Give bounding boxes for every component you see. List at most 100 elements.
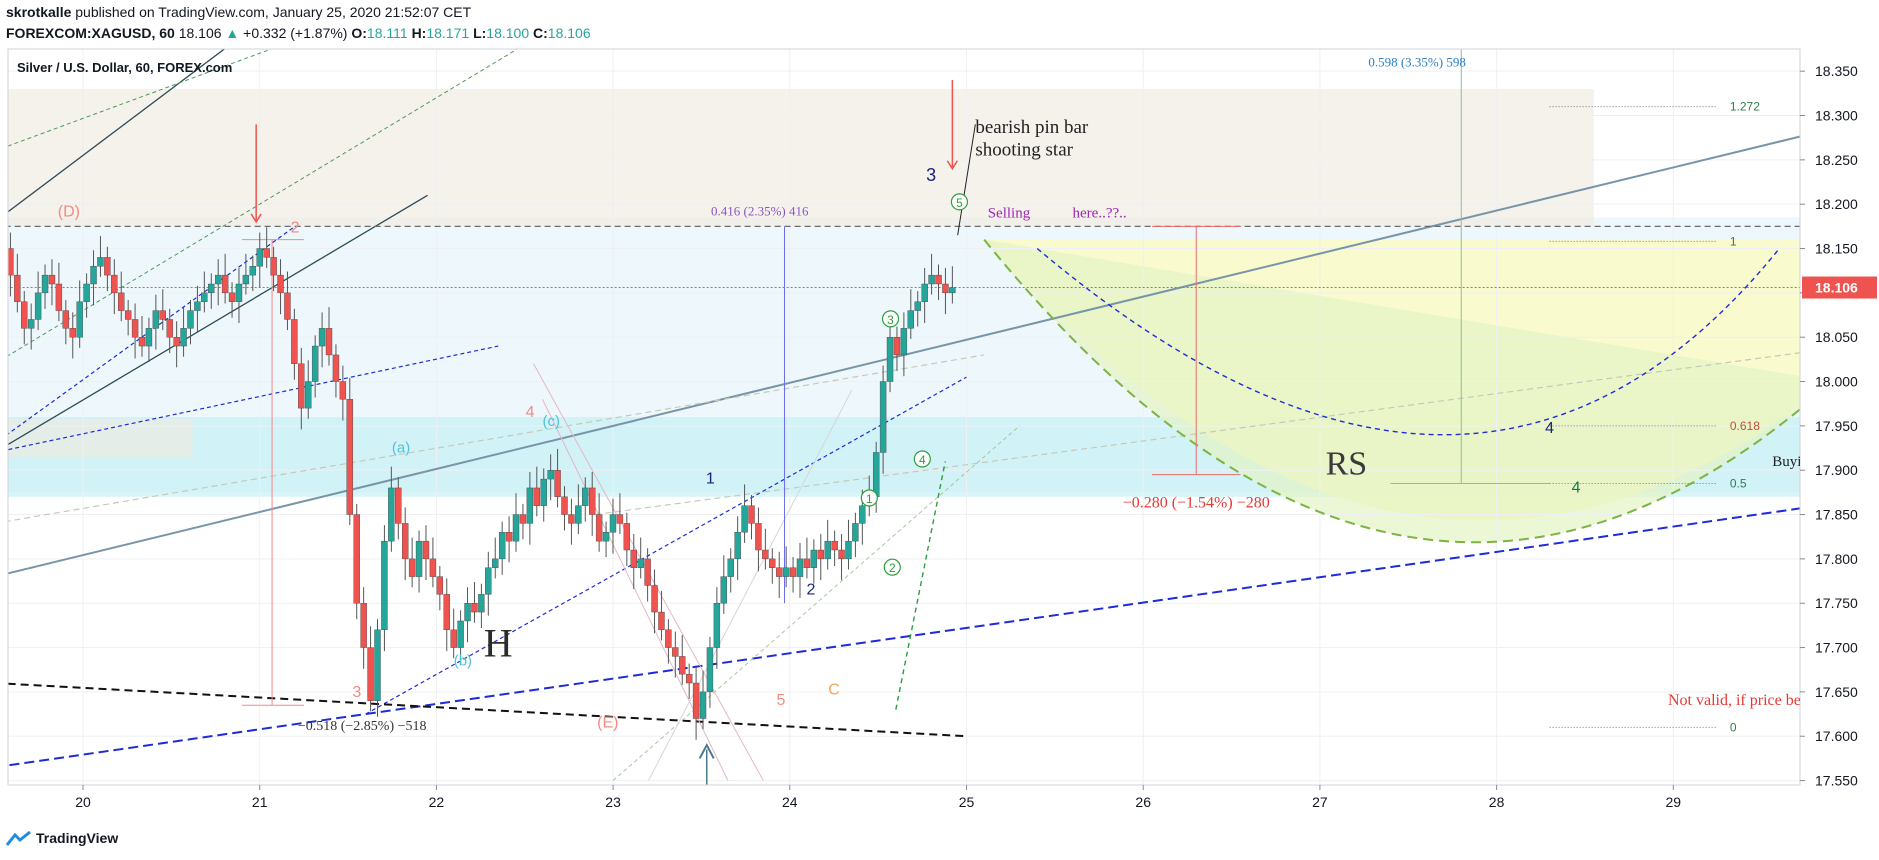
measure-top-label: 0.598 (3.35%) 598 [1368,55,1466,70]
close-label: C: [533,25,548,41]
candle-body [533,487,540,506]
wave-label: 3 [352,684,361,701]
wave-label: 4 [1572,479,1581,496]
green-dashed-line [612,425,1020,781]
candle-body [478,594,485,613]
candle-body [679,656,686,675]
candle-body [270,257,277,276]
rs-blue-curve [1036,247,1780,436]
blue-support-line [8,507,1800,767]
candle-body [852,523,859,542]
candle-body [41,274,49,294]
candle-body [0,249,6,293]
candle-body [789,567,797,577]
candle-body [492,558,499,568]
blue-wave-line [8,345,499,451]
candle-body [637,558,644,568]
time-tick-label: 22 [429,794,445,810]
candle-body [692,682,700,719]
candle-body [311,345,319,382]
time-tick-label: 29 [1666,794,1682,810]
candle-body [34,292,42,320]
wave-label: (E) [597,714,618,731]
candle-body [685,673,693,684]
candle-body [762,549,769,560]
candle-body [907,310,915,329]
circled-wave-marker [860,489,878,507]
price-tick-label: 17.850 [1815,507,1858,523]
open-value: 18.111 [366,25,408,41]
symbol-name[interactable]: FOREXCOM:XAGUSD, 60 [6,25,175,41]
candle-body [547,470,554,480]
price-tick-label: 17.800 [1815,551,1858,567]
candle-body [782,567,790,577]
low-label: L: [473,25,487,41]
measure-left-label: −0.518 (−2.85%) −518 [298,719,427,734]
candle-body [706,647,714,693]
tradingview-logo-icon[interactable] [6,830,32,846]
footer: TradingView [6,830,118,846]
fan-line [647,390,853,781]
price-chart[interactable]: 1.272 1 0.618 0.5 0 18.350 18.300 18.250 18.200… [0,0,1879,830]
candle-body [104,257,111,276]
close-value: 18.106 [547,25,591,41]
candle-body [145,328,153,347]
candle-body [55,283,63,311]
grey-dashed-line [8,354,985,522]
candle-body [76,301,83,338]
price-tick-label: 17.900 [1815,462,1858,478]
time-tick-label: 21 [252,794,268,810]
candle-body [367,647,374,701]
candle-body [277,274,284,294]
wave-label: (D) [58,204,80,221]
wave-label: (c) [543,413,561,430]
measure-mid-label: 0.416 (2.35%) 416 [711,204,809,219]
callout-line [957,124,976,236]
candle-body [879,381,887,453]
candle-body [893,336,901,356]
candle-body [623,523,631,551]
candle-body [713,603,721,648]
candle-body [69,328,76,338]
candle-body [90,266,97,285]
candle-body [512,514,520,542]
circled-wave-marker [883,558,901,576]
candle-body [97,257,104,267]
circled-wave-label: 2 [889,561,896,575]
time-tick-label: 25 [959,794,975,810]
candle-body [942,283,949,294]
candle-body [381,540,388,631]
rs-green-curve [983,239,1800,544]
candle-body [14,274,21,302]
measure-down-label: −0.280 (−1.54%) −280 [1123,494,1270,511]
wave-label: 5 [777,692,786,709]
candle-body [131,319,139,338]
candle-body [298,363,305,409]
candle-body [526,487,534,524]
candle-body [346,399,353,515]
h-label: H [484,620,513,665]
candle-body [27,319,35,329]
candle-body [672,647,679,657]
price-tick-label: 18.150 [1815,241,1858,257]
shooting-star-label: shooting star [975,139,1073,160]
candle-body [471,603,478,613]
last-price-tag-label: 18.106 [1815,280,1858,296]
candle-body [339,381,347,400]
price-tick-label: 17.950 [1815,418,1858,434]
candle-body [769,558,776,568]
author-name[interactable]: skrotkalle [6,4,72,20]
channel-lower-line [8,194,428,446]
circled-wave-marker [881,310,900,328]
circled-wave-marker [913,450,931,468]
candle-body [616,514,624,524]
wave-label: 4 [526,404,535,421]
high-value: 18.171 [426,25,470,41]
candle-body [180,328,187,347]
price-tick-label: 17.700 [1815,640,1858,656]
brand-name[interactable]: TradingView [36,830,119,846]
up-arrow-icon [698,742,715,759]
candle-body [360,603,367,648]
candle-body [152,310,160,329]
candle-body [284,292,291,320]
